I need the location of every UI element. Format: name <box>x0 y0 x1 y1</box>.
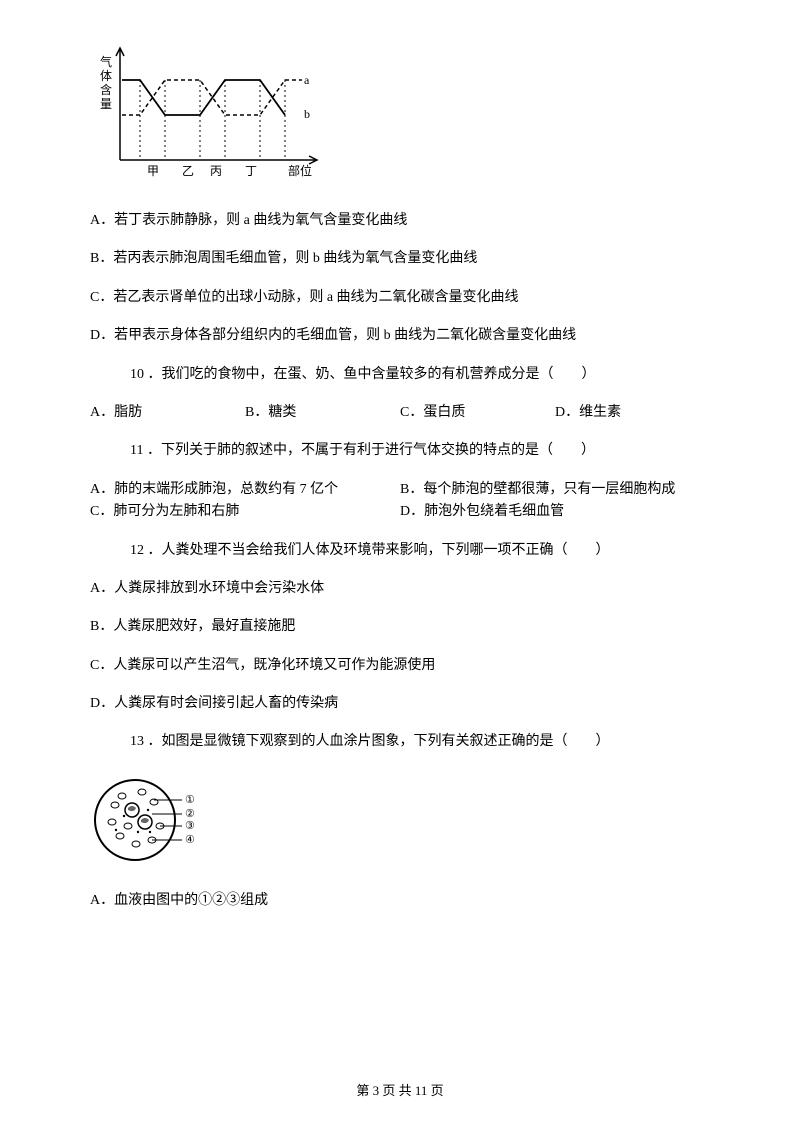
q13-stem: 13 ．如图是显微镜下观察到的人血涂片图象，下列有关叙述正确的是（ ） <box>90 731 710 753</box>
blood-label-2: ② <box>185 808 195 820</box>
q10-option-b: B．糖类 <box>245 402 400 424</box>
q10-option-d: D．维生素 <box>555 402 710 424</box>
q11-option-b: B．每个肺泡的壁都很薄，只有一层细胞构成 <box>400 479 710 501</box>
q10-stem: 10 ．我们吃的食物中，在蛋、奶、鱼中含量较多的有机营养成分是（ ） <box>90 364 710 386</box>
page-footer: 第 3 页 共 11 页 <box>0 1081 800 1102</box>
blood-label-1: ① <box>185 794 195 806</box>
q9-option-b: B．若丙表示肺泡周围毛细血管，则 b 曲线为氧气含量变化曲线 <box>90 248 710 270</box>
q11-options: A．肺的末端形成肺泡，总数约有 7 亿个 B．每个肺泡的壁都很薄，只有一层细胞构… <box>90 479 710 524</box>
y-axis-char1: 气 <box>100 54 112 69</box>
q10-option-c: C．蛋白质 <box>400 402 555 424</box>
x-axis-label: 部位 <box>288 163 312 178</box>
x-tick-yi: 乙 <box>182 164 194 178</box>
y-axis-char4: 量 <box>100 97 112 111</box>
q9-option-a: A．若丁表示肺静脉，则 a 曲线为氧气含量变化曲线 <box>90 210 710 232</box>
q12-option-b: B．人粪尿肥效好，最好直接施肥 <box>90 616 710 638</box>
q9-option-c: C．若乙表示肾单位的出球小动脉，则 a 曲线为二氧化碳含量变化曲线 <box>90 287 710 309</box>
q12-option-c: C．人粪尿可以产生沼气，既净化环境又可作为能源使用 <box>90 655 710 677</box>
blood-label-3: ③ <box>185 820 195 832</box>
q10-option-a: A．脂肪 <box>90 402 245 424</box>
q11-option-a: A．肺的末端形成肺泡，总数约有 7 亿个 <box>90 479 400 501</box>
x-tick-bing: 丙 <box>210 164 222 178</box>
y-axis-char3: 含 <box>100 82 112 97</box>
blood-label-4: ④ <box>185 834 195 846</box>
q11-option-d: D．肺泡外包绕着毛细血管 <box>400 501 710 523</box>
blood-smear-svg: ① ② ③ ④ <box>90 770 220 870</box>
q12-stem: 12 ．人粪处理不当会给我们人体及环境带来影响，下列哪一项不正确（ ） <box>90 540 710 562</box>
y-axis-char2: 体 <box>100 69 112 83</box>
q12-option-a: A．人粪尿排放到水环境中会污染水体 <box>90 578 710 600</box>
x-tick-jia: 甲 <box>147 164 159 178</box>
q10-options: A．脂肪 B．糖类 C．蛋白质 D．维生素 <box>90 402 710 424</box>
line-a-label: a <box>304 73 310 87</box>
q11-stem: 11 ．下列关于肺的叙述中，不属于有利于进行气体交换的特点的是（ ） <box>90 440 710 462</box>
q13-option-a: A．血液由图中的①②③组成 <box>90 890 710 912</box>
blood-smear-figure: ① ② ③ ④ <box>90 770 710 870</box>
q12-option-d: D．人粪尿有时会间接引起人畜的传染病 <box>90 693 710 715</box>
q11-option-c: C．肺可分为左肺和右肺 <box>90 501 400 523</box>
q9-option-d: D．若甲表示身体各部分组织内的毛细血管，则 b 曲线为二氧化碳含量变化曲线 <box>90 325 710 347</box>
gas-content-chart: a b 气 体 含 量 甲 乙 丙 丁 部位 <box>90 40 710 190</box>
x-tick-ding: 丁 <box>245 164 257 178</box>
line-b-label: b <box>304 107 310 121</box>
chart-svg: a b 气 体 含 量 甲 乙 丙 丁 部位 <box>90 40 330 190</box>
